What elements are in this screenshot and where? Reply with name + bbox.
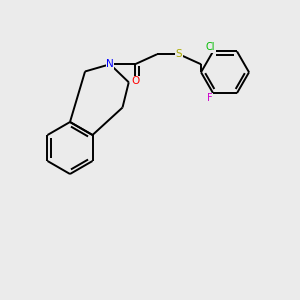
Text: Cl: Cl bbox=[206, 42, 215, 52]
Text: F: F bbox=[207, 93, 213, 103]
Text: O: O bbox=[131, 76, 139, 86]
Text: N: N bbox=[106, 59, 114, 69]
Text: S: S bbox=[176, 49, 182, 59]
